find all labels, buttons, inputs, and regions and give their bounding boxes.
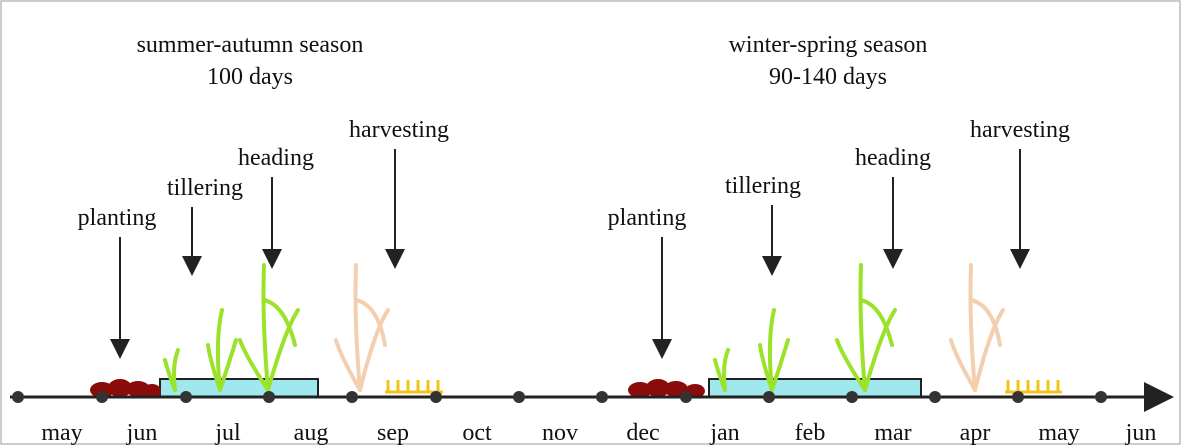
- season-title: winter-spring season: [729, 32, 928, 58]
- month-label: aug: [294, 420, 329, 445]
- illustration: [10, 265, 1168, 398]
- stage-label: harvesting: [349, 117, 449, 143]
- stage-label: heading: [855, 145, 931, 171]
- month-dot: [596, 391, 608, 403]
- month-dot: [346, 391, 358, 403]
- month-dot: [180, 391, 192, 403]
- rice-plants: [165, 265, 895, 390]
- month-dot: [680, 391, 692, 403]
- month-dot: [513, 391, 525, 403]
- month-dot: [12, 391, 24, 403]
- month-label: apr: [960, 420, 991, 445]
- month-dot: [1012, 391, 1024, 403]
- month-label: mar: [874, 420, 911, 445]
- stage-label: harvesting: [970, 117, 1070, 143]
- month-dot: [1095, 391, 1107, 403]
- month-dot: [263, 391, 275, 403]
- stage-label: tillering: [167, 175, 243, 201]
- ripe-plants: [336, 265, 1003, 390]
- month-label: dec: [626, 420, 659, 445]
- month-label: jul: [214, 420, 241, 445]
- month-dot: [430, 391, 442, 403]
- field: [709, 379, 921, 397]
- crop-calendar: summer-autumn season 100 days winter-spr…: [0, 0, 1181, 445]
- stage-label: tillering: [725, 173, 801, 199]
- month-label: oct: [462, 420, 492, 445]
- month-dot: [96, 391, 108, 403]
- month-dot: [846, 391, 858, 403]
- stage-label: planting: [78, 205, 157, 231]
- stage-label: planting: [608, 205, 687, 231]
- season-duration: 100 days: [207, 64, 293, 90]
- frame: [1, 1, 1180, 444]
- month-label: jun: [1125, 420, 1157, 445]
- month-dot: [763, 391, 775, 403]
- season-title: summer-autumn season: [137, 32, 364, 58]
- month-label: sep: [377, 420, 409, 445]
- stage-label: heading: [238, 145, 314, 171]
- month-label: may: [1038, 420, 1079, 445]
- month-label: may: [41, 420, 82, 445]
- month-label: jan: [709, 420, 739, 445]
- month-dot: [929, 391, 941, 403]
- season-duration: 90-140 days: [769, 64, 887, 90]
- month-label: nov: [542, 420, 578, 445]
- month-label: jun: [126, 420, 158, 445]
- month-label: feb: [795, 420, 826, 445]
